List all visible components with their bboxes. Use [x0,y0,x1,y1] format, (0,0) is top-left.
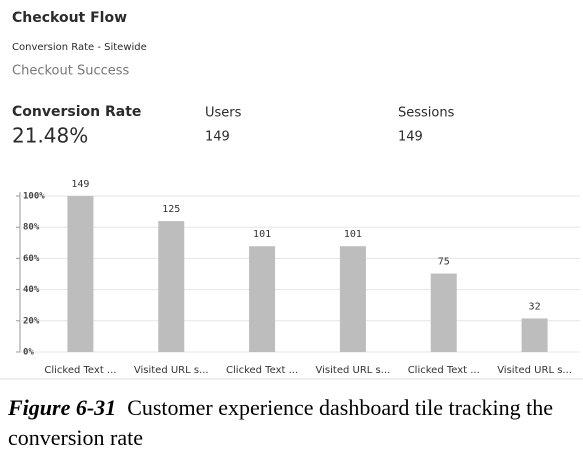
figure-caption: Figure 6-31 Customer experience dashboar… [8,393,568,453]
metric-label: Users [205,106,242,121]
y-tick-label: 40% [23,285,40,295]
x-tick-label: Visited URL s... [316,365,391,376]
data-label: 101 [344,229,362,240]
bar [339,246,366,352]
tile-title: Checkout Flow [12,10,127,26]
metric-label: Sessions [398,106,455,121]
x-tick-label: Clicked Text ... [44,365,116,376]
caption-label: Figure 6-31 [8,395,117,420]
y-tick-label: 0% [23,348,34,358]
bar [521,318,548,352]
metric-label: Conversion Rate [12,104,141,120]
bar [158,221,185,352]
data-label: 125 [162,204,180,215]
chart-name: Checkout Success [12,64,130,79]
x-tick-label: Visited URL s... [134,365,209,376]
bar [430,273,457,352]
data-label: 149 [71,179,89,190]
dashboard-tile: Checkout Flow Conversion Rate - Sitewide… [0,10,583,380]
data-label: 32 [529,301,541,312]
y-tick-label: 80% [23,223,40,233]
tile-subtitle: Conversion Rate - Sitewide [12,42,147,53]
x-tick-label: Visited URL s... [497,365,572,376]
bar [67,196,94,352]
metric-value: 149 [205,130,230,145]
data-label: 75 [438,257,450,268]
bar [249,246,276,352]
y-tick-label: 60% [23,254,40,264]
caption-text: Customer experience dashboard tile track… [8,395,553,450]
data-label: 101 [253,229,271,240]
y-tick-label: 20% [23,316,40,326]
metric-value: 21.48% [12,124,88,148]
x-tick-label: Clicked Text ... [226,365,298,376]
x-tick-label: Clicked Text ... [408,365,480,376]
y-tick-label: 100% [23,192,45,202]
metric-value: 149 [398,130,423,145]
